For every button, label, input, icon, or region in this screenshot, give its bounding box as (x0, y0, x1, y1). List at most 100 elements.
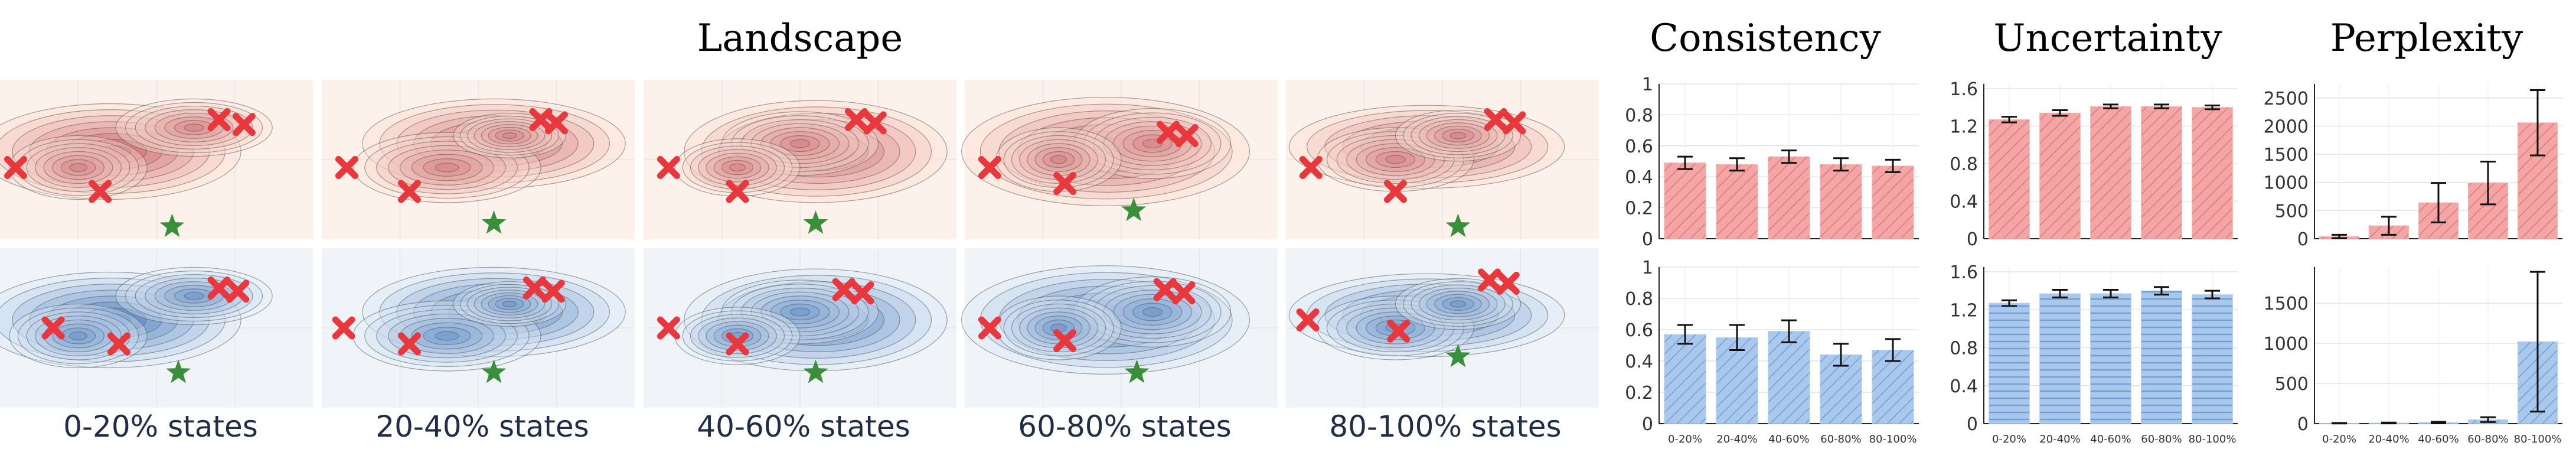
x-marker (1053, 329, 1077, 353)
star-marker (166, 359, 191, 383)
bar (2141, 290, 2182, 424)
landscape-panel-blue-3 (961, 248, 1278, 408)
x-tick-label: 60-80% (2467, 433, 2508, 446)
error-bar (2205, 290, 2220, 300)
error-bar (2103, 103, 2118, 109)
landscape-panel-blue-2 (644, 248, 956, 408)
y-tick-label: 0 (2297, 414, 2309, 435)
x-marker (207, 277, 231, 300)
error-bar (2431, 182, 2446, 223)
error-bar (2381, 216, 2397, 236)
y-tick-label: 0 (1642, 414, 1653, 435)
y-tick-label: 1000 (2264, 334, 2309, 355)
x-tick-label: 40-60% (1768, 433, 1809, 446)
bar (2192, 294, 2233, 424)
error-bar (2154, 286, 2169, 296)
x-tick-label: 40-60% (2418, 433, 2459, 446)
x-marker (1296, 308, 1320, 331)
x-marker (1384, 180, 1407, 203)
y-tick-label: 1.6 (1950, 79, 1978, 100)
error-bar (2205, 105, 2220, 110)
uncertainty-chart-bottom: 0 0.4 0.8 1.2 1.6 0-20% 20-40% 40-60% 60-80% 80-1… (1950, 262, 2238, 446)
error-bar (1833, 157, 1849, 172)
state-label-0: 0-20% states (63, 409, 258, 444)
y-tick-label: 0 (2297, 229, 2309, 248)
error-bar (2052, 289, 2068, 298)
y-tick-label: 0 (1967, 229, 1978, 248)
y-tick-label: 0.4 (1625, 352, 1653, 372)
error-bar (2103, 289, 2118, 298)
y-tick-label: 0.8 (1950, 339, 1978, 359)
x-marker (851, 281, 874, 305)
bar (2090, 106, 2131, 239)
x-marker (1484, 108, 1507, 131)
error-bar (1729, 157, 1745, 172)
x-marker (1299, 156, 1323, 179)
landscape-panel-blue-0 (0, 248, 313, 408)
x-marker (1387, 319, 1411, 343)
error-bar (2381, 421, 2397, 425)
x-marker (978, 156, 1001, 179)
consistency-title: Consistency (1650, 17, 1881, 60)
x-tick-label: 20-40% (2368, 433, 2409, 446)
y-tick-label: 0.4 (1950, 191, 1978, 212)
x-marker (4, 156, 27, 179)
x-marker (1496, 271, 1520, 295)
landscape-panel-blue-1 (322, 248, 635, 408)
error-bar (2480, 416, 2496, 423)
y-tick-label: 1.6 (1950, 262, 1978, 283)
x-marker (232, 113, 256, 136)
y-tick-label: 1.2 (1950, 116, 1978, 137)
y-tick-label: 1 (1642, 77, 1653, 95)
y-tick-label: 0.8 (1625, 289, 1653, 310)
y-tick-label: 0 (1967, 414, 1978, 435)
bar (1820, 164, 1862, 239)
bar (1664, 162, 1706, 239)
x-tick-label: 40-60% (2090, 433, 2131, 446)
perplexity-chart-top: 0 500 1000 1500 2000 2500 (2264, 84, 2562, 248)
x-marker (1175, 124, 1199, 147)
error-bar (2154, 103, 2169, 109)
bar (1989, 119, 2030, 239)
x-tick-label: 0-20% (1992, 433, 2026, 446)
state-label-4: 80-100% states (1329, 409, 1562, 444)
x-marker (978, 316, 1001, 340)
bar (2141, 106, 2182, 239)
x-marker (657, 156, 680, 179)
x-tick-label: 80-100% (2514, 433, 2562, 446)
error-bar (1677, 155, 1693, 170)
y-tick-label: 2500 (2264, 89, 2309, 109)
y-tick-label: 0.6 (1625, 136, 1653, 157)
y-tick-label: 500 (2275, 374, 2309, 395)
landscape-panel-red-1 (322, 80, 635, 239)
landscape-panel-red-2 (644, 80, 956, 239)
x-marker (1172, 281, 1196, 305)
y-tick-label: 0.2 (1625, 383, 1653, 404)
landscape-panel-red-3 (961, 80, 1278, 239)
x-marker (335, 156, 358, 179)
x-marker (863, 111, 887, 135)
x-marker (1153, 278, 1177, 301)
x-marker (545, 111, 568, 135)
x-tick-label: 0-20% (2322, 433, 2356, 446)
x-marker (397, 332, 421, 356)
y-tick-label: 1000 (2264, 173, 2309, 194)
bar (2192, 107, 2233, 239)
bar (1768, 156, 1810, 239)
error-bar (1833, 343, 1849, 367)
bar (1664, 334, 1706, 424)
x-marker (107, 332, 130, 356)
x-tick-label: 80-100% (1869, 433, 1917, 446)
y-tick-label: 1500 (2264, 294, 2309, 314)
landscape-panel-red-0 (0, 80, 313, 239)
x-marker (226, 279, 250, 303)
error-bar (1885, 158, 1901, 173)
y-tick-label: 0.6 (1625, 320, 1653, 341)
error-bar (2431, 421, 2446, 424)
y-tick-label: 0.4 (1625, 167, 1653, 188)
landscape-grid (0, 80, 1599, 408)
bar (1716, 337, 1758, 424)
x-marker (1053, 172, 1077, 195)
bar (1872, 165, 1914, 239)
error-bar (1677, 324, 1693, 345)
